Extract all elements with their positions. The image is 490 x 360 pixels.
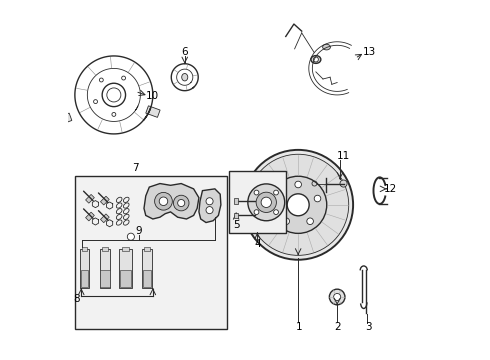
Circle shape: [99, 78, 103, 82]
Ellipse shape: [311, 55, 321, 63]
Bar: [100, 196, 109, 205]
Polygon shape: [199, 189, 221, 222]
Text: 4: 4: [254, 239, 261, 249]
Bar: [146, 106, 160, 117]
Circle shape: [178, 199, 185, 207]
Bar: [122, 247, 129, 251]
Bar: [119, 249, 132, 288]
Circle shape: [334, 293, 341, 301]
Circle shape: [122, 76, 125, 80]
Circle shape: [206, 198, 213, 205]
Circle shape: [247, 154, 349, 255]
Bar: [143, 270, 151, 287]
Circle shape: [243, 150, 353, 260]
Text: 13: 13: [363, 47, 376, 57]
Circle shape: [127, 233, 134, 240]
Bar: [86, 212, 95, 221]
Bar: [80, 249, 89, 288]
Text: 10: 10: [147, 91, 159, 101]
Bar: [99, 249, 110, 288]
Bar: [81, 270, 88, 287]
Bar: [234, 198, 238, 204]
Bar: [234, 213, 238, 218]
Circle shape: [307, 218, 314, 225]
Circle shape: [94, 100, 98, 104]
Circle shape: [261, 197, 271, 207]
Circle shape: [275, 195, 282, 202]
Circle shape: [155, 192, 172, 210]
Circle shape: [254, 190, 259, 195]
Circle shape: [314, 57, 318, 62]
Ellipse shape: [182, 73, 188, 81]
Circle shape: [112, 112, 116, 116]
Bar: [75, 176, 227, 329]
Text: 1: 1: [295, 322, 302, 332]
Bar: [120, 270, 131, 287]
Circle shape: [314, 195, 321, 202]
Circle shape: [273, 190, 278, 195]
Text: 3: 3: [365, 322, 371, 332]
Bar: [100, 214, 109, 223]
Circle shape: [329, 289, 345, 305]
Circle shape: [287, 194, 309, 216]
Bar: [144, 247, 150, 251]
Circle shape: [270, 176, 327, 233]
Text: 6: 6: [181, 47, 188, 57]
Circle shape: [206, 207, 213, 214]
Bar: [82, 247, 87, 251]
Bar: [142, 249, 152, 288]
Circle shape: [159, 197, 168, 206]
Bar: [86, 194, 95, 203]
Circle shape: [256, 192, 276, 212]
Text: 5: 5: [233, 220, 240, 230]
Bar: [229, 171, 286, 233]
Circle shape: [273, 210, 278, 215]
Circle shape: [248, 184, 285, 221]
Bar: [57, 113, 72, 125]
Polygon shape: [144, 184, 199, 219]
Circle shape: [283, 218, 290, 225]
Ellipse shape: [322, 44, 330, 50]
Text: 12: 12: [384, 184, 397, 194]
Text: 9: 9: [135, 226, 142, 237]
Text: 7: 7: [132, 163, 139, 172]
Bar: [100, 270, 110, 287]
Text: 11: 11: [337, 151, 350, 161]
Circle shape: [340, 180, 347, 187]
Circle shape: [295, 181, 301, 188]
Bar: [102, 247, 108, 251]
Text: 2: 2: [334, 322, 341, 332]
Circle shape: [254, 210, 259, 215]
Text: 8: 8: [74, 294, 80, 304]
Circle shape: [173, 195, 189, 211]
